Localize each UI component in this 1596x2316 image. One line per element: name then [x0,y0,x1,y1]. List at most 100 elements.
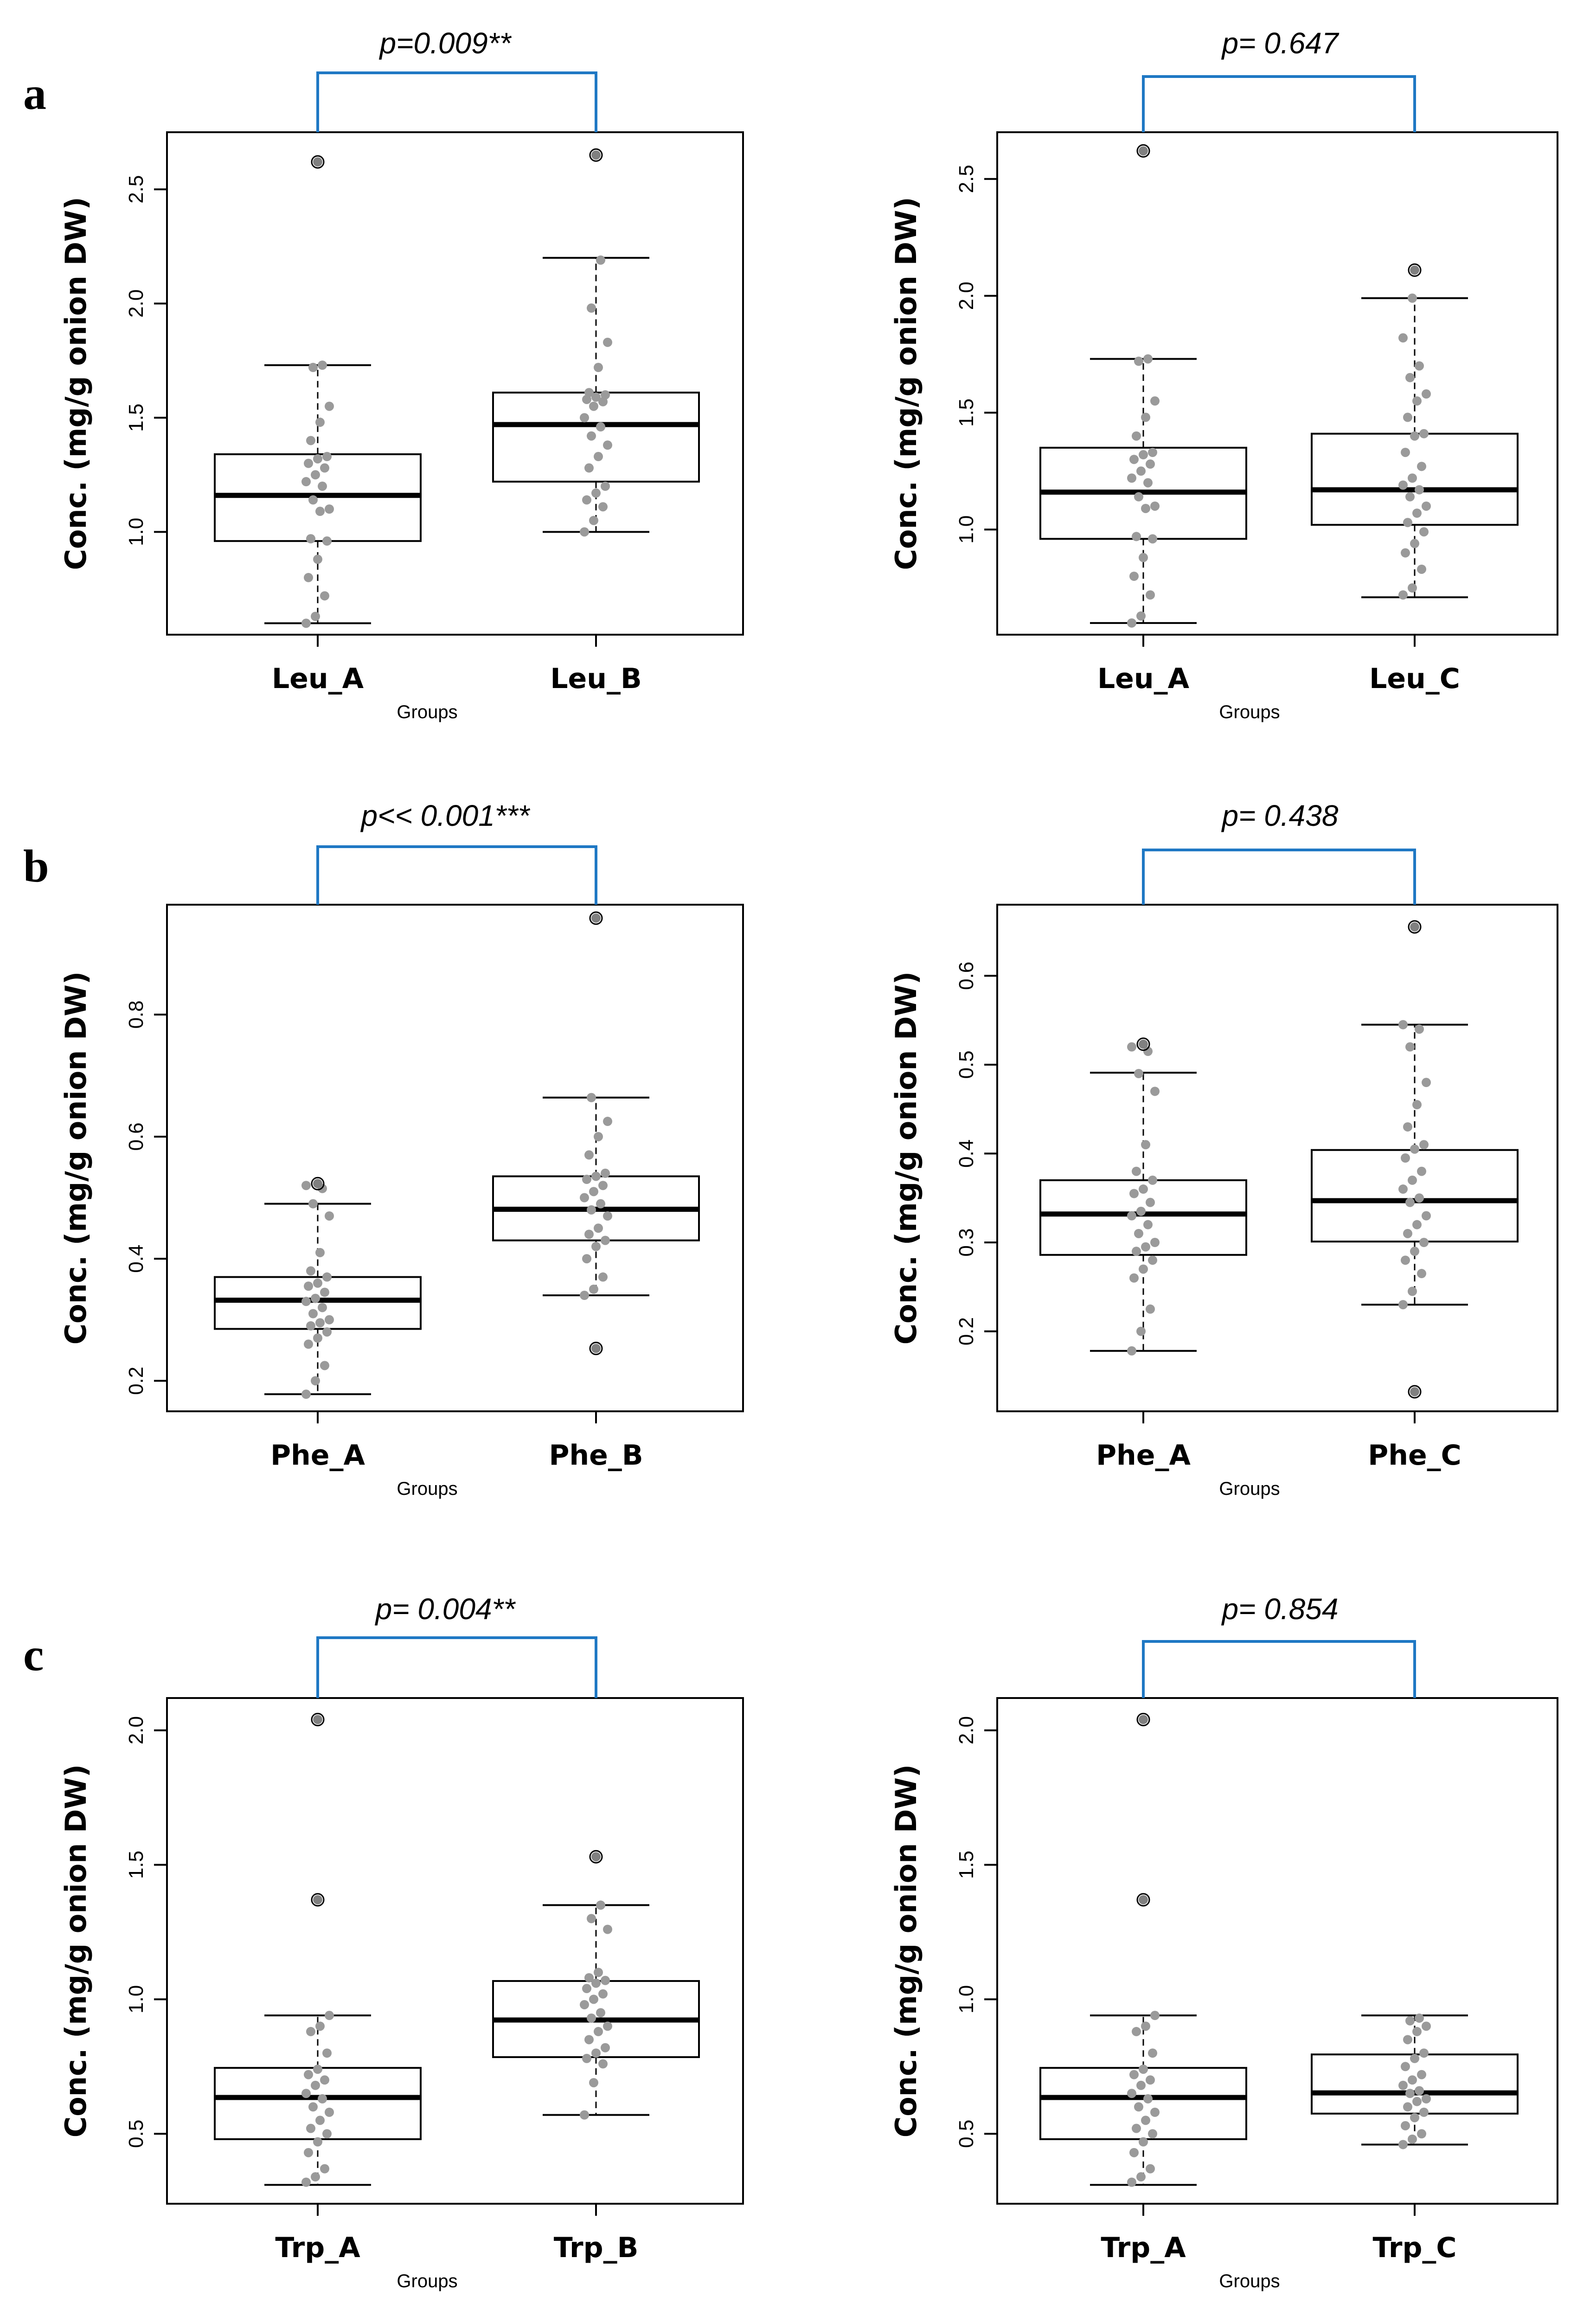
data-point [601,2043,610,2052]
data-point [596,1900,605,1910]
data-point [1127,2177,1136,2187]
box-Leu_B [492,148,700,537]
data-point [589,1994,598,2004]
significance-bracket [1142,75,1416,132]
data-point [1134,2102,1143,2112]
data-point [1143,1047,1153,1056]
plot-frame [166,904,744,1412]
x-category-label: Leu_A [1097,663,1190,695]
boxplot-3: 0.2 0.4 0.6 0.8 Conc. (mg/g onion DW) Phe_A Ph… [59,799,744,1499]
data-point [301,2177,311,2187]
data-point [598,1181,608,1190]
data-point [1148,2129,1157,2139]
data-point [1412,1220,1422,1229]
data-point [587,2013,596,2023]
data-point [301,618,311,628]
y-tick-label: 1.0 [955,515,978,544]
data-point [1139,1184,1148,1194]
data-point [589,2078,598,2088]
data-point [318,1303,327,1312]
data-point [584,2035,594,2045]
data-point [304,1339,313,1349]
data-point [1143,2094,1153,2104]
data-point [1148,534,1157,544]
y-axis-label: Conc. (mg/g onion DW) [889,1764,923,2138]
data-point [308,1199,318,1209]
data-point [306,1266,315,1276]
data-point [1150,1238,1160,1247]
data-point [601,482,610,491]
data-point [315,2021,325,2031]
data-point [1146,459,1155,469]
data-point [594,1968,603,1977]
x-axis-label: Groups [1219,2271,1280,2291]
data-point [1134,1069,1143,1078]
data-point [584,463,594,473]
data-point [308,495,318,505]
data-point [1412,396,1422,406]
data-point [320,463,329,473]
data-point [1134,492,1143,502]
data-point [587,1093,596,1102]
data-point [1403,518,1412,528]
data-point [325,1315,334,1325]
data-point [1408,473,1417,483]
data-point [1127,473,1136,483]
data-point [1401,548,1410,558]
outlier-marker [311,1893,325,1907]
data-point [313,2065,322,2074]
x-category-label: Trp_C [1373,2232,1457,2264]
data-point [315,1248,325,1257]
data-point [1403,412,1412,422]
data-point [1129,2070,1139,2079]
y-tick-label: 1.5 [955,1851,978,1879]
data-point [1419,2048,1429,2058]
data-point [580,1193,589,1203]
data-point [1412,2026,1422,2036]
data-point [1136,466,1146,476]
data-point [315,507,325,516]
data-point [1398,480,1408,490]
data-point [603,337,612,347]
data-point [1417,564,1426,574]
data-point [320,1287,329,1297]
data-point [603,1924,612,1934]
y-tick-label: 0.8 [125,1000,147,1029]
data-point [1139,1264,1148,1274]
y-axis-label: Conc. (mg/g onion DW) [59,971,93,1345]
data-point [301,2089,311,2098]
data-point [1132,2026,1141,2036]
data-point [301,1297,311,1306]
data-point [318,482,327,491]
data-point [1134,356,1143,366]
data-point [1148,448,1157,457]
data-point [598,1989,608,1999]
data-point [594,1223,603,1233]
data-point [1148,2048,1157,2058]
data-point [598,502,608,512]
data-point [1141,2021,1150,2031]
data-point [594,2026,603,2036]
data-point [325,2107,334,2117]
data-point [587,1205,596,1215]
outlier-marker [1136,1893,1150,1907]
iqr-box [1039,2067,1247,2140]
boxplot-2: 1.0 1.5 2.0 2.5 Conc. (mg/g onion DW) Leu_A Le… [889,26,1558,722]
y-tick-label: 2.5 [125,175,147,203]
box-Trp_A [1039,1712,1247,2187]
data-point [582,495,591,505]
data-point [1405,492,1415,502]
x-category-label: Trp_B [554,2232,639,2264]
y-tick-label: 2.0 [125,290,147,318]
data-point [308,363,318,373]
box-Phe_C [1311,920,1519,1399]
data-point [598,1272,608,1282]
data-point [1401,448,1410,457]
outlier-marker [1408,920,1422,934]
data-point [1412,1100,1422,1110]
data-point [582,1984,591,1994]
data-point [1141,2116,1150,2125]
data-point [1410,2053,1419,2063]
data-point [1398,1184,1408,1194]
data-point [1148,1255,1157,1265]
